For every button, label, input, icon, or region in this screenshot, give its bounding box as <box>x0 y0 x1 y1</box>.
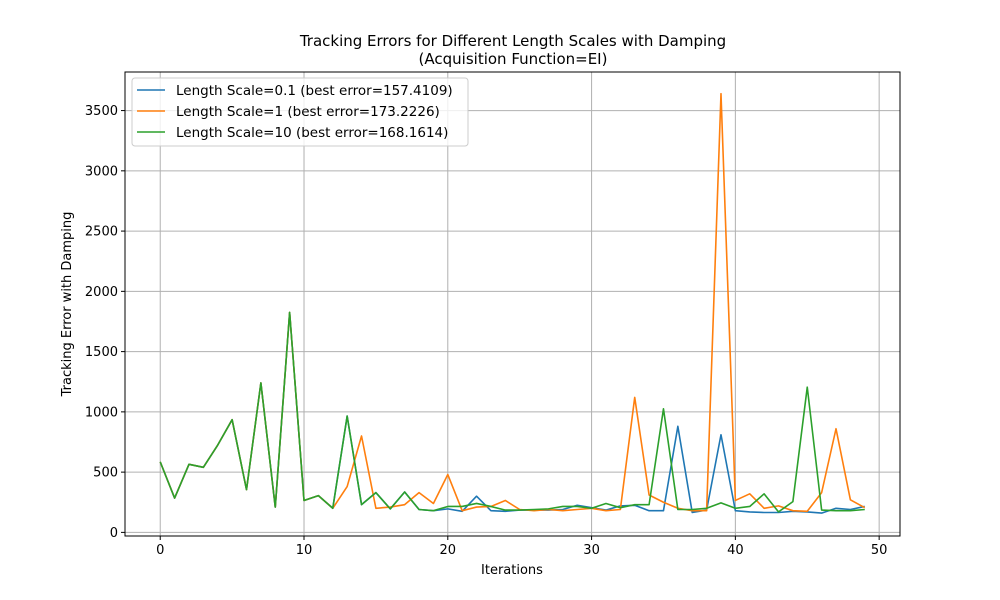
chart-title: Tracking Errors for Different Length Sca… <box>299 32 726 50</box>
chart-subtitle: (Acquisition Function=EI) <box>419 50 608 68</box>
legend-label-0: Length Scale=0.1 (best error=157.4109) <box>176 83 453 99</box>
y-tick-label: 1000 <box>85 405 118 420</box>
x-axis-label: Iterations <box>481 563 543 578</box>
y-axis-label: Tracking Error with Damping <box>60 212 75 398</box>
grid <box>125 72 900 536</box>
legend-label-1: Length Scale=1 (best error=173.2226) <box>176 104 440 120</box>
x-tick-label: 20 <box>440 543 457 558</box>
y-tick-label: 2000 <box>85 285 118 300</box>
plot-frame <box>124 71 901 537</box>
x-tick-label: 40 <box>727 543 744 558</box>
y-tick-label: 3500 <box>85 104 118 119</box>
y-tick-label: 0 <box>110 526 118 541</box>
x-tick-label: 50 <box>871 543 888 558</box>
y-axis: 0 500 1000 1500 2000 2500 3000 3500 <box>85 104 125 541</box>
y-tick-label: 3000 <box>85 164 118 179</box>
x-tick-label: 30 <box>583 543 600 558</box>
legend-label-2: Length Scale=10 (best error=168.1614) <box>176 125 448 141</box>
legend: Length Scale=0.1 (best error=157.4109) Le… <box>131 77 469 147</box>
series-line-2 <box>159 311 865 513</box>
x-tick-label: 10 <box>296 543 313 558</box>
x-tick-label: 0 <box>156 543 164 558</box>
y-tick-label: 2500 <box>85 225 118 240</box>
y-tick-label: 500 <box>93 466 118 481</box>
x-axis: 0 10 20 30 40 50 <box>156 536 887 558</box>
y-tick-label: 1500 <box>85 345 118 360</box>
legend-box <box>131 77 469 147</box>
series-lines <box>159 92 866 514</box>
